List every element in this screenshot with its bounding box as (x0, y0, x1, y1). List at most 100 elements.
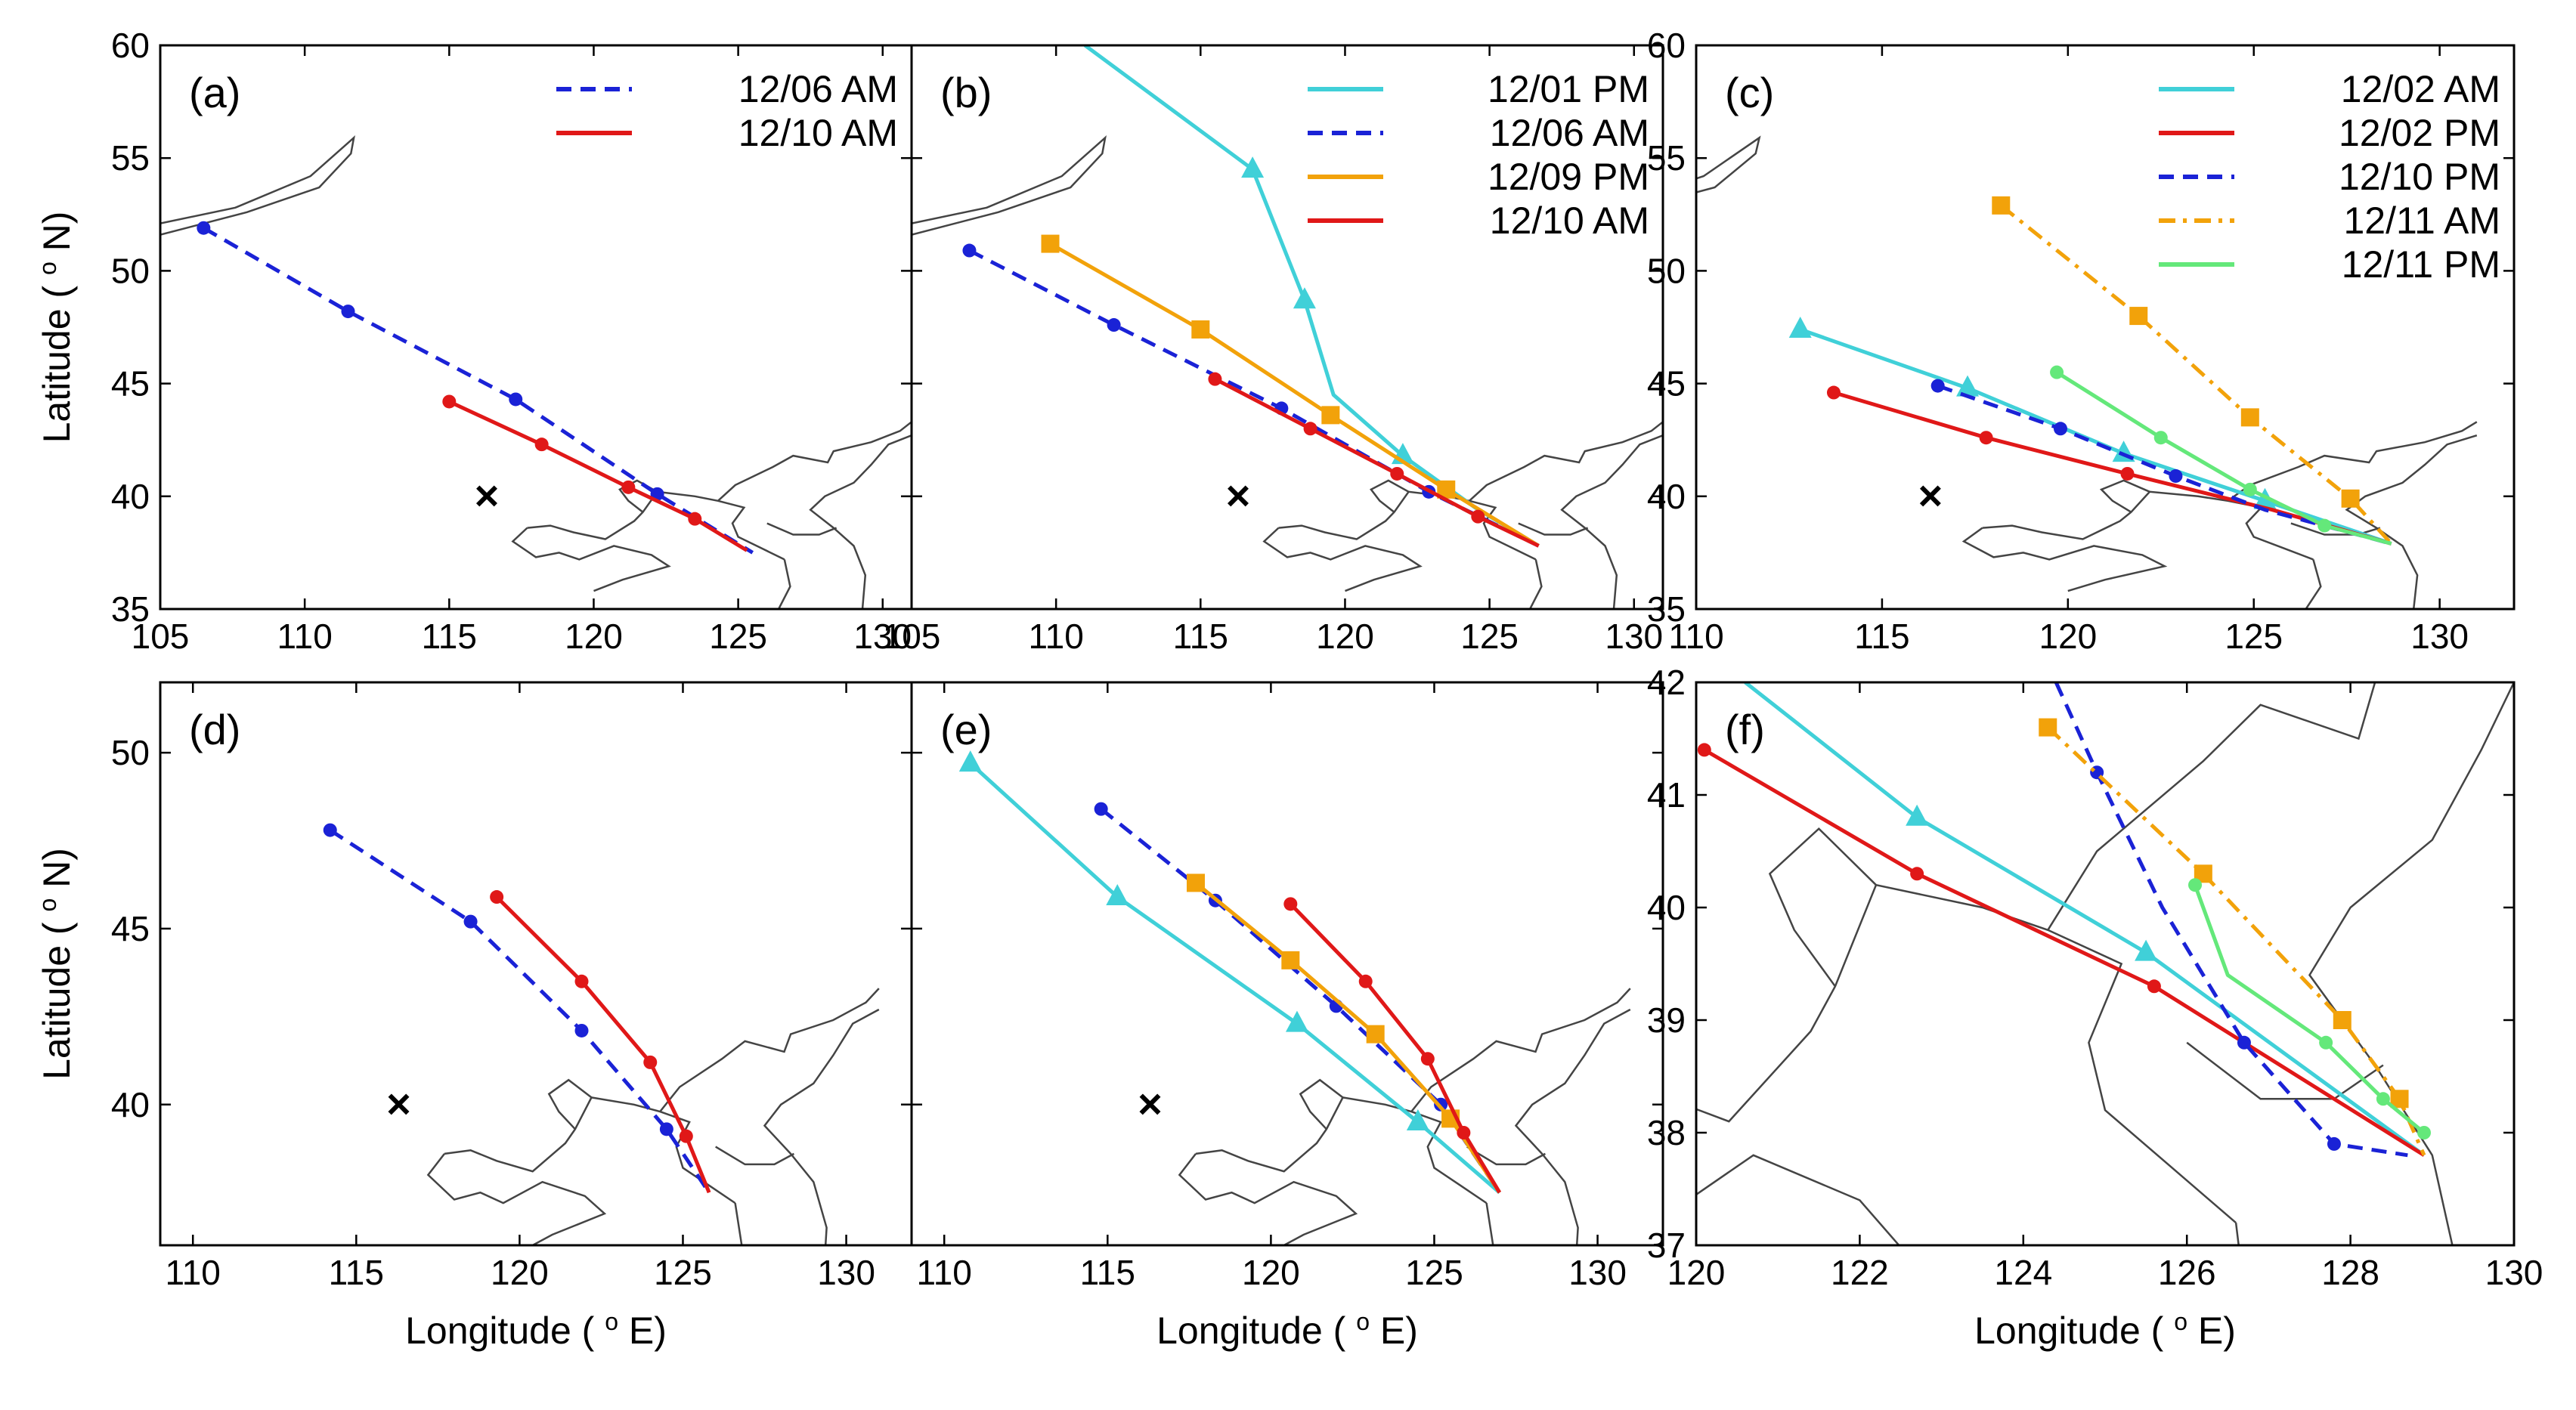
marker-square (2333, 1011, 2352, 1029)
panel-e: × 110 115 120 125 130 (e) Longitude ( o E) (910, 681, 1664, 1352)
legend-label: 12/06 AM (1490, 112, 1649, 154)
panel-label: (b) (940, 69, 992, 116)
x-tick-label: 115 (1173, 617, 1228, 656)
legend-label: 12/11 PM (2342, 243, 2500, 286)
plot-frame (1695, 44, 2516, 611)
coastline (659, 988, 880, 1112)
x-tick-label: 130 (1568, 1253, 1627, 1292)
marker-square (1366, 1025, 1385, 1044)
plot-frame (910, 681, 1664, 1247)
coastline-group (160, 135, 912, 609)
legend-label: 12/02 PM (2339, 112, 2500, 154)
x-tick-label: 110 (1668, 617, 1723, 656)
marker-triangle (2135, 939, 2158, 961)
coastline (2290, 522, 2381, 536)
marker-circle (1094, 802, 1108, 816)
beijing-source-marker: × (1138, 1080, 1163, 1127)
coastline (1466, 1146, 1546, 1166)
coastline (511, 527, 671, 592)
coastline (777, 559, 791, 609)
trajectory-line (2054, 682, 2408, 1158)
marker-triangle (1906, 804, 1929, 826)
legend-label: 12/10 AM (1490, 199, 1649, 242)
coastline (444, 1096, 736, 1204)
coastline (547, 1078, 593, 1130)
trajectory-line (1214, 377, 1540, 548)
marker-circle (643, 1055, 658, 1069)
x-tick-label: 124 (1994, 1253, 2052, 1292)
coastline (2047, 682, 2378, 931)
x-tick-label: 120 (565, 617, 623, 656)
marker-circle (1826, 385, 1841, 400)
legend-label: 12/10 PM (2339, 156, 2500, 198)
x-tick-label: 115 (1080, 1253, 1135, 1292)
marker-square (2341, 489, 2360, 508)
marker-circle (463, 914, 478, 929)
y-tick-label: 50 (1647, 251, 1686, 290)
coastline (1696, 883, 2237, 1224)
x-tick-label: 120 (491, 1253, 549, 1292)
marker-circle (1471, 509, 1485, 524)
marker-circle (962, 243, 977, 258)
y-tick-label: 39 (1647, 1000, 1686, 1040)
marker-circle (2147, 979, 2161, 994)
coastline (763, 1008, 880, 1245)
x-tick-label: 120 (2039, 617, 2097, 656)
coastline (1514, 1008, 1631, 1245)
marker-circle (2317, 518, 2332, 533)
coastline (1178, 1153, 1358, 1245)
marker-circle (2188, 878, 2203, 892)
marker-circle (2237, 1035, 2251, 1050)
coastline (1982, 490, 2314, 561)
plot-frame (1695, 681, 2516, 1247)
marker-circle (1303, 422, 1317, 436)
coastline (527, 490, 785, 561)
x-tick-label: 115 (422, 617, 477, 656)
coastline (1528, 559, 1543, 609)
marker-triangle (1406, 1109, 1429, 1131)
marker-triangle (1956, 375, 1980, 397)
marker-circle (1697, 743, 1711, 757)
coastline (426, 1153, 607, 1245)
marker-circle (688, 512, 702, 526)
y-tick-label: 41 (1647, 775, 1686, 815)
marker-circle (534, 438, 549, 452)
x-tick-label: 122 (1831, 1253, 1889, 1292)
marker-circle (197, 221, 211, 235)
panel-label: (d) (189, 706, 240, 753)
panel-d: × 110 115 120 125 130 40 45 50 (d) Latitude ( o N)… (34, 681, 913, 1352)
trajectory-line (1100, 807, 1501, 1194)
x-tick-label: 128 (2321, 1253, 2379, 1292)
panel-f: 120 122 124 126 128 130 37 38 39 40 41 42 (f) Longitu… (1647, 663, 2543, 1352)
trajectory-line (1083, 45, 1540, 548)
coastline-group (1696, 682, 2514, 1245)
trajectory-line (1289, 902, 1502, 1194)
trajectory-line (1049, 242, 1540, 548)
marker-circle (2120, 466, 2135, 481)
marker-circle (659, 1122, 673, 1136)
y-tick-label: 55 (111, 138, 150, 178)
marker-circle (2053, 422, 2067, 436)
marker-circle (2417, 1126, 2431, 1139)
y-axis-title: Latitude ( o N) (34, 848, 78, 1080)
marker-circle (442, 394, 457, 409)
marker-circle (1358, 974, 1373, 988)
x-tick-label: 105 (883, 617, 941, 656)
x-tick-label: 130 (1605, 617, 1663, 656)
trajectory-line (1744, 682, 2426, 1157)
coastline (1469, 421, 1663, 502)
coastline (2305, 559, 2322, 609)
legend-label: 12/10 AM (738, 112, 898, 154)
beijing-source-marker: × (1226, 472, 1251, 519)
x-tick-label: 125 (1460, 617, 1519, 656)
x-tick-label: 120 (1316, 617, 1374, 656)
y-tick-label: 40 (111, 1085, 150, 1124)
coastline (1262, 527, 1423, 592)
marker-square (2390, 1090, 2409, 1109)
marker-circle (1283, 897, 1298, 911)
coastline (766, 522, 838, 536)
marker-circle (341, 305, 355, 319)
y-tick-label: 40 (1647, 888, 1686, 927)
trajectory-line (2193, 884, 2426, 1134)
